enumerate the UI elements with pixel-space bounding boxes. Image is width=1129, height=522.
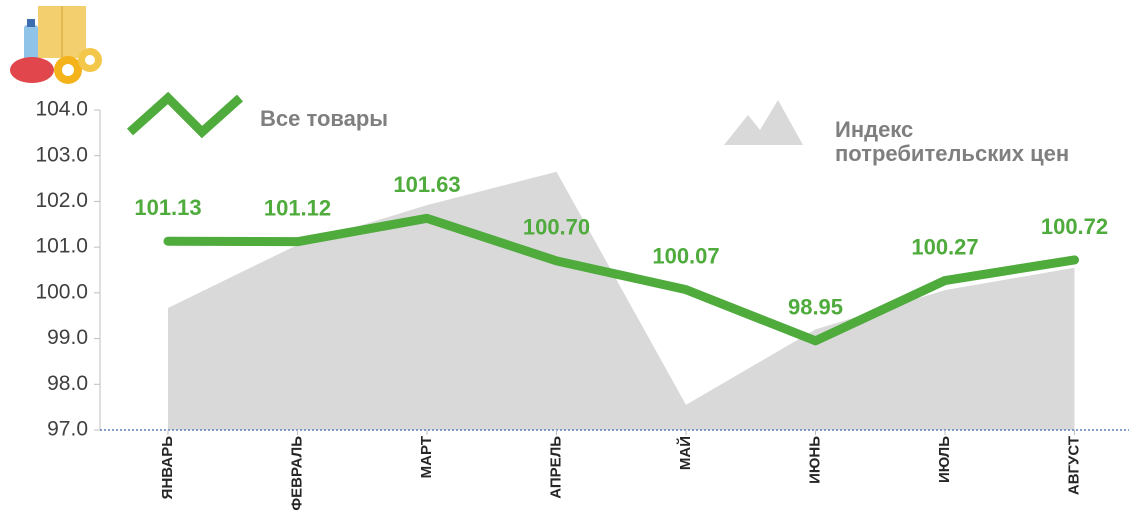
data-label: 101.12 [264, 195, 331, 220]
y-tick-label: 99.0 [47, 326, 88, 349]
data-label: 100.72 [1041, 214, 1108, 239]
y-tick-label: 103.0 [35, 143, 88, 166]
x-tick-label: АВГУСТ [1065, 436, 1082, 495]
page: {"chart_data": {"type": "line", "categor… [0, 0, 1129, 522]
y-tick-label: 100.0 [35, 280, 88, 303]
data-label: 98.95 [788, 295, 843, 320]
legend-area-icon [724, 100, 803, 145]
y-tick-label: 102.0 [35, 189, 88, 212]
data-label: 100.70 [523, 215, 590, 240]
x-tick-label: ЯНВАРЬ [159, 436, 176, 500]
y-tick-label: 98.0 [47, 372, 88, 395]
legend-label: Все товары [260, 106, 388, 131]
x-tick-label: МАРТ [418, 436, 435, 478]
x-tick-label: АПРЕЛЬ [547, 436, 564, 499]
y-tick-label: 101.0 [35, 235, 88, 258]
x-tick-label: ФЕВРАЛЬ [288, 436, 305, 511]
y-tick-label: 104.0 [35, 98, 88, 121]
x-tick-label: ИЮНЬ [806, 436, 823, 484]
x-tick-label: ИЮЛЬ [936, 436, 953, 483]
x-tick-label: МАЙ [676, 436, 694, 470]
data-label: 100.07 [652, 243, 719, 268]
data-label: 101.63 [393, 172, 460, 197]
legend-label: Индекс потребительских цен [835, 118, 1105, 166]
groceries-icon [10, 6, 102, 84]
y-tick-label: 97.0 [47, 418, 88, 441]
legend-line-icon [130, 98, 240, 132]
data-label: 100.27 [911, 234, 978, 259]
y-axis: 97.0 98.0 99.0 100.0 101.0 102.0 103.0 104.0 [35, 98, 100, 441]
data-label: 101.13 [134, 195, 201, 220]
chart: Все товары 97.0 98.0 99.0 100.0 101.0 102.0 10… [0, 0, 1129, 522]
